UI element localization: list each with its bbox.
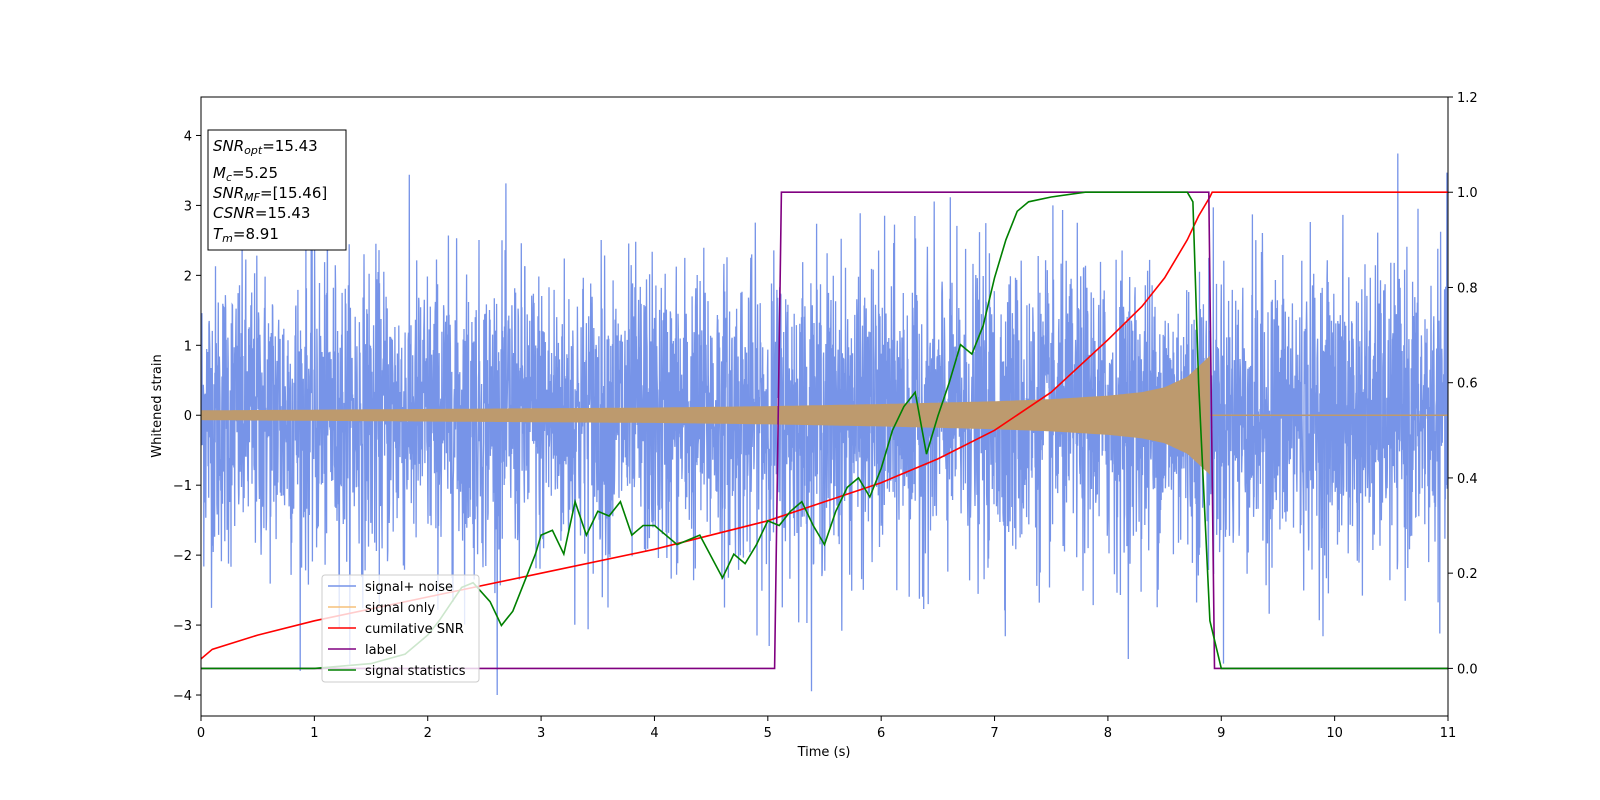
svg-text:cumilative SNR: cumilative SNR — [365, 622, 464, 637]
x-tick-label: 10 — [1326, 726, 1343, 741]
y-right-tick-label: 0.4 — [1457, 472, 1478, 487]
y-right-tick-label: 1.2 — [1457, 91, 1478, 106]
plot-frame — [200, 96, 1449, 717]
series-signal-statistics — [201, 191, 1448, 670]
y-left-tick-label: −4 — [173, 689, 192, 704]
y-right-tick-label: 1.0 — [1457, 186, 1478, 201]
svg-text:signal statistics: signal statistics — [365, 664, 466, 679]
legend: signal+ noise signal only cumilative SNR… — [321, 574, 480, 683]
series-signal-only — [201, 355, 1210, 475]
legend-item-cumulative-snr: cumilative SNR — [328, 622, 464, 637]
y-left-tick-label: 2 — [184, 269, 192, 284]
x-axis: 0 1 2 3 4 5 6 7 8 9 10 11 — [197, 716, 1456, 741]
info-snr-opt: SNRopt=15.43 — [213, 137, 318, 157]
x-tick-label: 2 — [424, 726, 432, 741]
info-mc: Mc=5.25 — [213, 164, 278, 184]
svg-text:signal+ noise: signal+ noise — [365, 580, 453, 595]
y-left-tick-label: 3 — [184, 199, 192, 214]
x-axis-label: Time (s) — [797, 745, 851, 760]
info-box: SNRopt=15.43 Mc=5.25 SNRMF=[15.46] CSNR=… — [207, 129, 347, 251]
y-left-tick-label: −3 — [173, 619, 192, 634]
x-tick-label: 8 — [1104, 726, 1112, 741]
legend-item-label: label — [328, 643, 396, 658]
legend-item-signal-noise: signal+ noise — [328, 580, 453, 595]
y-right-tick-label: 0.0 — [1457, 662, 1478, 677]
y-left-tick-label: 4 — [184, 129, 192, 144]
info-snr-mf: SNRMF=[15.46] — [213, 184, 327, 204]
x-tick-label: 7 — [990, 726, 998, 741]
x-tick-label: 0 — [197, 726, 205, 741]
svg-text:label: label — [365, 643, 396, 658]
y-left-tick-label: 0 — [184, 409, 192, 424]
svg-text:signal only: signal only — [365, 601, 435, 616]
x-tick-label: 9 — [1217, 726, 1225, 741]
y-right-tick-label: 0.2 — [1457, 567, 1478, 582]
x-tick-label: 4 — [650, 726, 658, 741]
info-csnr: CSNR=15.43 — [213, 204, 310, 222]
x-tick-label: 1 — [310, 726, 318, 741]
y-axis-label: Whitened strain — [150, 354, 165, 457]
y-axis-left: −4 −3 −2 −1 0 1 2 3 4 — [173, 129, 201, 704]
x-tick-label: 5 — [764, 726, 772, 741]
y-right-tick-label: 0.8 — [1457, 281, 1478, 296]
x-tick-label: 3 — [537, 726, 545, 741]
y-left-tick-label: 1 — [184, 339, 192, 354]
y-right-tick-label: 0.6 — [1457, 377, 1478, 392]
legend-item-signal-only: signal only — [328, 601, 435, 616]
y-axis-right: 0.0 0.2 0.4 0.6 0.8 1.0 1.2 — [1448, 91, 1478, 677]
y-left-tick-label: −2 — [173, 549, 192, 564]
y-left-tick-label: −1 — [173, 479, 192, 494]
x-tick-label: 6 — [877, 726, 885, 741]
x-tick-label: 11 — [1440, 726, 1457, 741]
info-tm: Tm=8.91 — [213, 225, 279, 245]
legend-item-signal-statistics: signal statistics — [328, 664, 466, 679]
